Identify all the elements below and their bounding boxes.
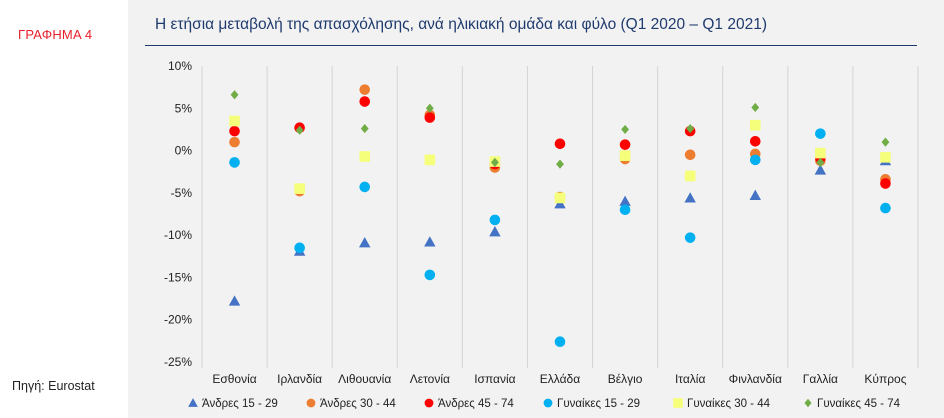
x-axis: Εσθονία Ιρλανδία Λιθουανία Λετονία Ισπανία Ελ… bbox=[212, 372, 906, 386]
chart-panel bbox=[128, 0, 944, 418]
x-tick-label: Εσθονία bbox=[212, 372, 256, 386]
data-point bbox=[619, 204, 631, 216]
data-point bbox=[424, 236, 436, 247]
data-point bbox=[556, 159, 564, 169]
y-tick-label: 0% bbox=[175, 144, 193, 158]
x-tick-label: Ελλάδα bbox=[540, 372, 580, 386]
legend-label: Γυναίκες 45 - 74 bbox=[817, 398, 901, 410]
data-point bbox=[686, 123, 695, 134]
sidebar: ΓΡΑΦΗΜΑ 4 Πηγή: Eurostat bbox=[0, 0, 128, 418]
data-point bbox=[554, 192, 566, 204]
data-point bbox=[359, 151, 371, 162]
legend-label: Γυναίκες 30 - 44 bbox=[687, 398, 771, 410]
data-point bbox=[880, 152, 891, 163]
series-3 bbox=[229, 96, 891, 189]
data-point bbox=[229, 136, 240, 148]
x-tick-label: Λετονία bbox=[410, 372, 450, 386]
data-point bbox=[619, 195, 631, 206]
series-6 bbox=[230, 90, 890, 169]
data-point bbox=[229, 115, 240, 127]
legend-marker bbox=[543, 398, 553, 408]
x-tick-label: Ισπανία bbox=[474, 372, 515, 386]
data-point bbox=[880, 202, 891, 214]
data-point bbox=[359, 96, 371, 107]
y-axis: 10% 5% 0% -5% -10% -15% -20% -25% bbox=[164, 59, 192, 369]
data-point bbox=[815, 147, 826, 159]
data-point bbox=[425, 103, 434, 113]
data-point bbox=[619, 139, 631, 150]
grid-layer bbox=[201, 66, 919, 368]
y-tick-label: -10% bbox=[164, 228, 192, 242]
data-point bbox=[359, 181, 371, 193]
legend-label: Γυναίκες 15 - 29 bbox=[557, 398, 640, 410]
data-point bbox=[684, 192, 696, 203]
y-tick-label: 10% bbox=[168, 59, 192, 73]
data-point bbox=[554, 198, 566, 209]
data-point bbox=[619, 150, 631, 161]
data-point bbox=[424, 154, 436, 166]
data-point bbox=[360, 123, 369, 134]
legend-marker bbox=[188, 398, 198, 407]
data-point bbox=[228, 295, 241, 306]
x-tick-label: Κύπρος bbox=[864, 372, 906, 386]
y-tick-label: -25% bbox=[164, 355, 192, 369]
data-point bbox=[749, 154, 761, 166]
x-tick-label: Βέλγιο bbox=[608, 372, 643, 386]
legend-label: Άνδρες 45 - 74 bbox=[438, 398, 514, 410]
legend-marker bbox=[804, 398, 812, 408]
data-point bbox=[814, 164, 827, 175]
data-point bbox=[749, 189, 761, 200]
x-tick-label: Φινλανδία bbox=[729, 372, 782, 386]
data-point bbox=[749, 135, 761, 147]
figure-label: ΓΡΑΦΗΜΑ 4 bbox=[18, 27, 93, 42]
data-point bbox=[815, 128, 826, 139]
source-label: Πηγή: Eurostat bbox=[12, 379, 95, 393]
series-5 bbox=[229, 115, 891, 204]
y-tick-label: 5% bbox=[175, 101, 193, 115]
legend-marker bbox=[306, 398, 316, 408]
data-point bbox=[554, 336, 566, 348]
data-point bbox=[295, 125, 304, 135]
data-point bbox=[880, 178, 891, 189]
data-point bbox=[489, 214, 501, 226]
x-tick-label: Ιταλία bbox=[675, 372, 706, 386]
data-point bbox=[229, 125, 240, 137]
series-4 bbox=[229, 128, 891, 348]
data-point bbox=[684, 232, 696, 243]
chart-title: Η ετήσια μεταβολή της απασχόλησης, ανά η… bbox=[155, 16, 767, 33]
y-tick-label: -15% bbox=[164, 270, 192, 284]
y-tick-label: -5% bbox=[171, 186, 193, 200]
data-point bbox=[684, 149, 696, 161]
data-point bbox=[424, 269, 436, 281]
legend-marker bbox=[424, 398, 434, 408]
data-point bbox=[294, 183, 305, 194]
legend-label: Άνδρες 30 - 44 bbox=[320, 398, 396, 410]
data-point bbox=[751, 102, 760, 113]
data-point bbox=[359, 84, 371, 95]
data-point bbox=[881, 137, 890, 147]
data-point bbox=[294, 242, 305, 254]
x-tick-label: Λιθουανία bbox=[338, 372, 391, 386]
data-point bbox=[490, 157, 499, 168]
x-tick-label: Ιρλανδία bbox=[277, 372, 322, 386]
data-point bbox=[621, 124, 630, 135]
legend-marker bbox=[673, 398, 683, 408]
series-1 bbox=[228, 155, 892, 306]
data-point bbox=[489, 226, 501, 237]
legend-label: Άνδρες 15 - 29 bbox=[202, 398, 278, 410]
x-tick-label: Γαλλία bbox=[803, 372, 838, 386]
legend: Άνδρες 15 - 29 Άνδρες 30 - 44 Άνδρες 45 - … bbox=[188, 398, 901, 410]
data-point bbox=[749, 119, 761, 131]
data-point bbox=[684, 170, 696, 182]
y-tick-label: -20% bbox=[164, 313, 192, 327]
data-point bbox=[816, 157, 825, 168]
data-point bbox=[424, 112, 436, 123]
plot-area bbox=[228, 84, 892, 348]
data-point bbox=[230, 90, 239, 100]
data-point bbox=[554, 138, 566, 150]
data-point bbox=[359, 237, 371, 248]
title-rule bbox=[145, 45, 917, 46]
data-point bbox=[229, 157, 240, 168]
